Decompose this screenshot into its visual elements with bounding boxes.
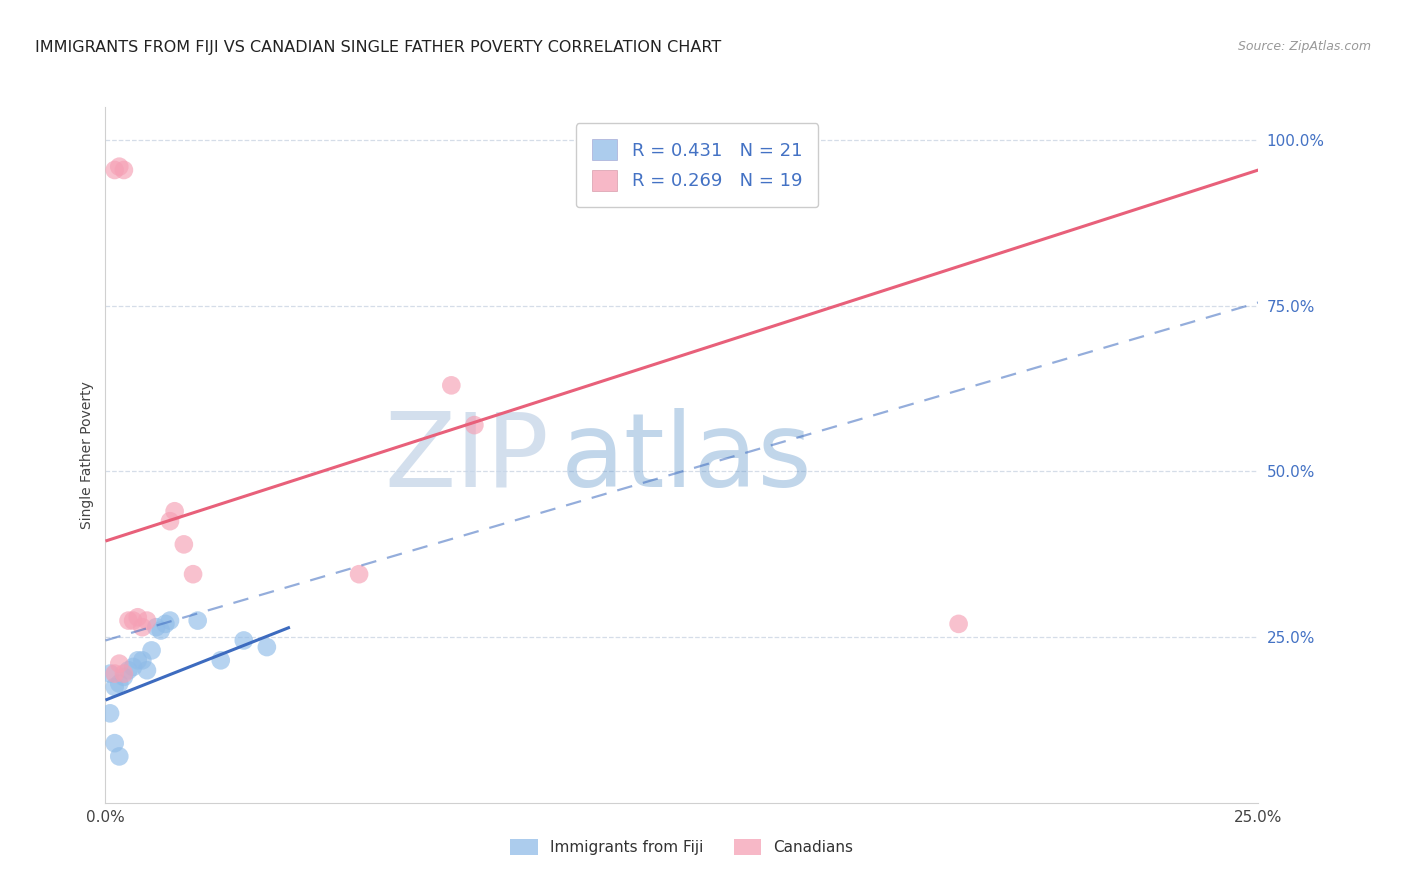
- Point: [108, 160, 131, 174]
- Point: [104, 666, 127, 681]
- Point: [112, 670, 135, 684]
- Point: [98, 666, 121, 681]
- Point: [104, 736, 127, 750]
- Point: [948, 616, 970, 631]
- Point: [155, 616, 177, 631]
- Point: [108, 749, 131, 764]
- Point: [112, 163, 135, 178]
- Point: [127, 610, 149, 624]
- Point: [187, 614, 209, 628]
- Point: [163, 504, 186, 518]
- Point: [131, 620, 153, 634]
- Point: [173, 537, 195, 551]
- Point: [209, 653, 232, 667]
- Point: [104, 163, 127, 178]
- Point: [159, 614, 181, 628]
- Point: [440, 378, 463, 392]
- Point: [256, 640, 278, 654]
- Point: [181, 567, 204, 582]
- Point: [122, 614, 145, 628]
- Point: [131, 653, 153, 667]
- Text: Source: ZipAtlas.com: Source: ZipAtlas.com: [1237, 40, 1371, 54]
- Point: [127, 653, 149, 667]
- Point: [159, 514, 181, 528]
- Legend: Immigrants from Fiji, Canadians: Immigrants from Fiji, Canadians: [505, 833, 859, 862]
- Y-axis label: Single Father Poverty: Single Father Poverty: [80, 381, 94, 529]
- Point: [122, 660, 145, 674]
- Point: [232, 633, 254, 648]
- Point: [145, 620, 167, 634]
- Point: [141, 643, 163, 657]
- Point: [112, 666, 135, 681]
- Point: [149, 624, 172, 638]
- Point: [108, 657, 131, 671]
- Point: [104, 680, 127, 694]
- Point: [117, 663, 139, 677]
- Point: [136, 614, 159, 628]
- Text: atlas: atlas: [561, 408, 813, 509]
- Point: [98, 706, 121, 721]
- Point: [347, 567, 370, 582]
- Text: IMMIGRANTS FROM FIJI VS CANADIAN SINGLE FATHER POVERTY CORRELATION CHART: IMMIGRANTS FROM FIJI VS CANADIAN SINGLE …: [35, 40, 721, 55]
- Point: [108, 676, 131, 690]
- Point: [117, 614, 139, 628]
- Point: [463, 418, 485, 433]
- Text: ZIP: ZIP: [385, 408, 550, 509]
- Point: [136, 663, 159, 677]
